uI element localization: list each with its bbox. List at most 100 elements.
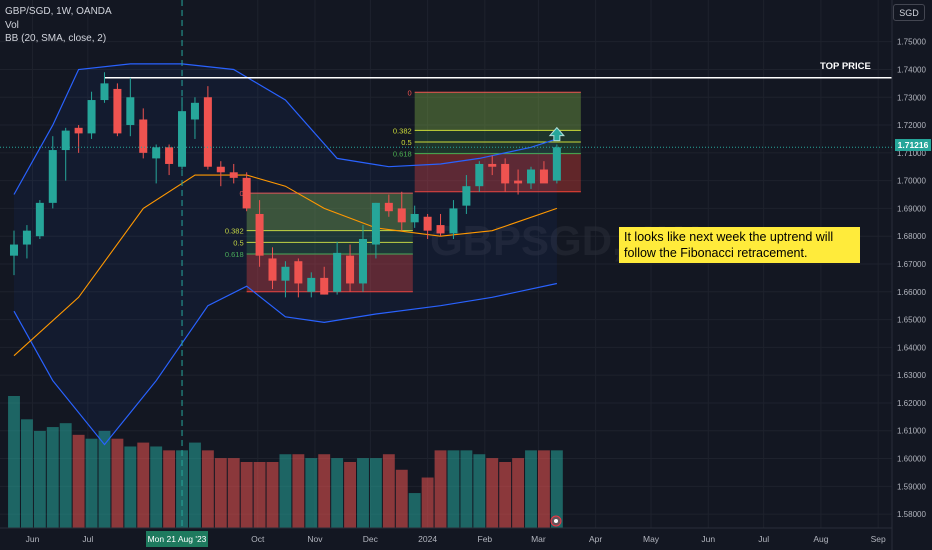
bollinger-bands [13, 63, 558, 446]
candle-body [74, 127, 83, 134]
fib-level-label: 0 [239, 189, 243, 198]
legend: GBP/SGD, 1W, OANDA Vol BB (20, SMA, clos… [5, 5, 112, 46]
volume-bar [176, 450, 188, 528]
time-tick-label: Jun [26, 534, 40, 544]
time-tick-label: Jul [758, 534, 769, 544]
candle-body [126, 97, 135, 126]
time-tick-label: May [643, 534, 660, 544]
candle-body [449, 208, 458, 234]
fib-level-label: 0.618 [393, 150, 412, 159]
volume-bar [473, 454, 486, 528]
price-tick-label: 1.60000 [897, 455, 926, 464]
price-tick-label: 1.64000 [897, 343, 926, 352]
candle-body [397, 208, 406, 223]
volume-bar [59, 423, 72, 528]
candle-body [190, 102, 199, 120]
time-tick-label: Jun [701, 534, 715, 544]
volume-bar [240, 462, 253, 528]
candle-body [307, 277, 316, 292]
volume-bar [137, 442, 150, 528]
time-tick-label: Sep [871, 534, 886, 544]
candle-body [320, 277, 329, 295]
volume-bar [305, 458, 318, 528]
currency-button[interactable]: SGD [893, 4, 925, 21]
symbol-line[interactable]: GBP/SGD, 1W, OANDA [5, 6, 112, 17]
candle-body [514, 180, 523, 184]
volume-bar [525, 450, 537, 528]
volume-bar [421, 477, 434, 528]
top-price-label: TOP PRICE [820, 61, 871, 72]
price-axis[interactable]: 1.75000 1.74000 1.73000 1.72000 1.71000 1.700… [897, 38, 926, 519]
price-tick-label: 1.65000 [897, 316, 926, 325]
fib-level-label: 0 [408, 88, 412, 97]
volume-bar [434, 450, 447, 528]
candles [9, 72, 561, 298]
candle-body [242, 177, 251, 209]
candle-body [436, 225, 445, 234]
candle-body [462, 186, 471, 206]
volume-bar [537, 450, 550, 528]
volume-bar [124, 446, 137, 528]
candle-body [113, 88, 122, 134]
candle-body [552, 147, 561, 181]
candle-body [527, 169, 536, 184]
candle-body [475, 163, 484, 187]
price-tick-label: 1.59000 [897, 482, 926, 491]
price-tick-label: 1.63000 [897, 371, 926, 380]
time-tick-label: Oct [251, 534, 265, 544]
candle-body [294, 261, 303, 284]
price-tick-label: 1.72000 [897, 121, 926, 130]
price-tick-label: 1.73000 [897, 93, 926, 102]
volume-bar [382, 454, 395, 528]
volume-bar [447, 450, 460, 528]
volume-bar [266, 462, 279, 528]
volume-indicator-label[interactable]: Vol [5, 19, 19, 31]
candle-body [139, 119, 148, 153]
candle-body [48, 150, 57, 203]
volume-bar [33, 430, 46, 528]
volume-bar [369, 458, 382, 528]
candle-body [255, 213, 264, 256]
candle-body [423, 216, 432, 231]
time-tick-label: Aug [813, 534, 828, 544]
candle-body [268, 258, 277, 281]
volume-bar [163, 450, 176, 528]
candle-body [371, 202, 380, 245]
volume-bar [550, 450, 563, 528]
fib-level-label: 0.382 [225, 227, 244, 236]
volume-bar [318, 454, 331, 528]
alert-icon[interactable] [550, 515, 562, 527]
forecast-arrow-icon[interactable] [548, 126, 565, 142]
volume-bar [111, 438, 124, 528]
time-axis[interactable]: Jun Jul Oct Nov Dec 2024 Feb Mar Apr May Jun Jul Aug… [26, 534, 886, 544]
price-tick-label: 1.74000 [897, 65, 926, 74]
volume-bar [189, 442, 201, 528]
candle-body [410, 213, 419, 223]
volume-bar [253, 462, 266, 528]
price-tick-label: 1.70000 [897, 177, 926, 186]
volume-bar [214, 458, 227, 528]
price-tick-label: 1.68000 [897, 232, 926, 241]
volume-bar [201, 450, 214, 528]
fib-level-label: 0.382 [393, 126, 412, 135]
volume-bar [279, 454, 292, 528]
candle-body [203, 97, 212, 167]
bb-indicator-label[interactable]: BB (20, SMA, close, 2) [5, 33, 107, 44]
candle-body [358, 238, 367, 284]
time-tick-label: Feb [478, 534, 493, 544]
volume-bar [20, 419, 33, 528]
bb-basis-line [13, 174, 558, 357]
volume-bar [46, 427, 59, 528]
price-tick-label: 1.71000 [897, 149, 926, 158]
volume-bar [98, 430, 111, 528]
volume-bars [8, 396, 563, 528]
candle-body [501, 163, 510, 184]
time-tick-label: 2024 [418, 534, 437, 544]
bb-upper-line [13, 63, 558, 195]
candle-body [216, 166, 225, 173]
candle-body [539, 169, 548, 184]
annotation-note[interactable]: It looks like next week the uptrend will… [619, 227, 860, 263]
volume-bar [292, 454, 305, 528]
volume-bar [227, 458, 240, 528]
